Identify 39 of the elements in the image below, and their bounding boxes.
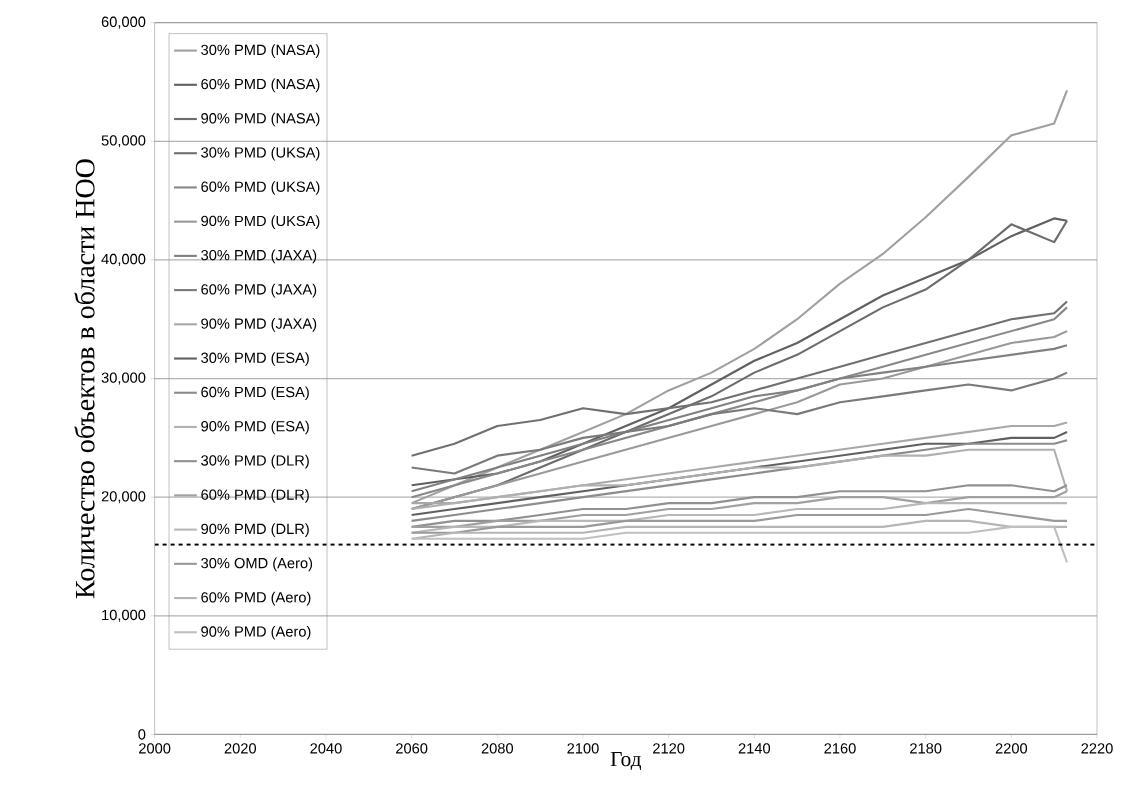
legend-label: 90% PMD (NASA) [201, 112, 320, 127]
x-tick-label: 2120 [653, 742, 685, 754]
x-tick-label: 2100 [567, 742, 599, 754]
y-tick-label: 10,000 [102, 609, 146, 622]
y-tick-label: 50,000 [101, 135, 146, 148]
legend-label: 60% PMD (DLR) [201, 488, 309, 503]
y-tick-label: 60,000 [101, 16, 146, 29]
legend-label: 30% PMD (NASA) [201, 44, 320, 58]
legend-label: 30% PMD (DLR) [201, 454, 309, 469]
y-tick-label: 30,000 [101, 372, 146, 385]
legend-label: 90% PMD (Aero) [201, 625, 311, 640]
legend-label: 30% PMD (ESA) [201, 352, 309, 366]
legend-label: 30% PMD (UKSA) [201, 146, 320, 161]
x-tick-label: 2000 [139, 742, 171, 754]
x-tick-label: 2080 [481, 742, 514, 754]
legend-label: 90% PMD (UKSA) [201, 215, 320, 229]
x-tick-label: 2060 [396, 742, 428, 754]
legend-label: 60% PMD (Aero) [201, 591, 311, 606]
legend-label: 90% PMD (ESA) [201, 420, 309, 435]
legend-label: 60% PMD (JAXA) [201, 283, 317, 298]
x-tick-label: 2160 [824, 742, 856, 754]
x-tick-label: 2020 [224, 742, 257, 754]
x-tick-label: 2140 [738, 742, 771, 754]
legend-label: 90% PMD (DLR) [201, 523, 309, 537]
legend-label: 60% PMD (ESA) [201, 386, 309, 400]
x-axis-title: Год [610, 751, 642, 770]
y-axis-title: Количество объектов в области НОО [74, 159, 95, 598]
y-tick-label: 40,000 [101, 253, 146, 266]
legend-label: 60% PMD (NASA) [201, 78, 320, 92]
x-tick-label: 2200 [995, 742, 1028, 754]
x-tick-label: 2040 [310, 742, 342, 754]
y-tick-label: 0 [138, 729, 146, 740]
y-tick-label: 20,000 [101, 490, 146, 504]
legend-label: 30% PMD (JAXA) [201, 249, 317, 264]
legend-label: 30% OMD (Aero) [201, 557, 313, 571]
x-tick-label: 2180 [910, 742, 942, 754]
legend-label: 60% PMD (UKSA) [201, 180, 320, 195]
legend-label: 90% PMD (JAXA) [201, 317, 317, 332]
x-tick-label: 2220 [1081, 742, 1113, 754]
